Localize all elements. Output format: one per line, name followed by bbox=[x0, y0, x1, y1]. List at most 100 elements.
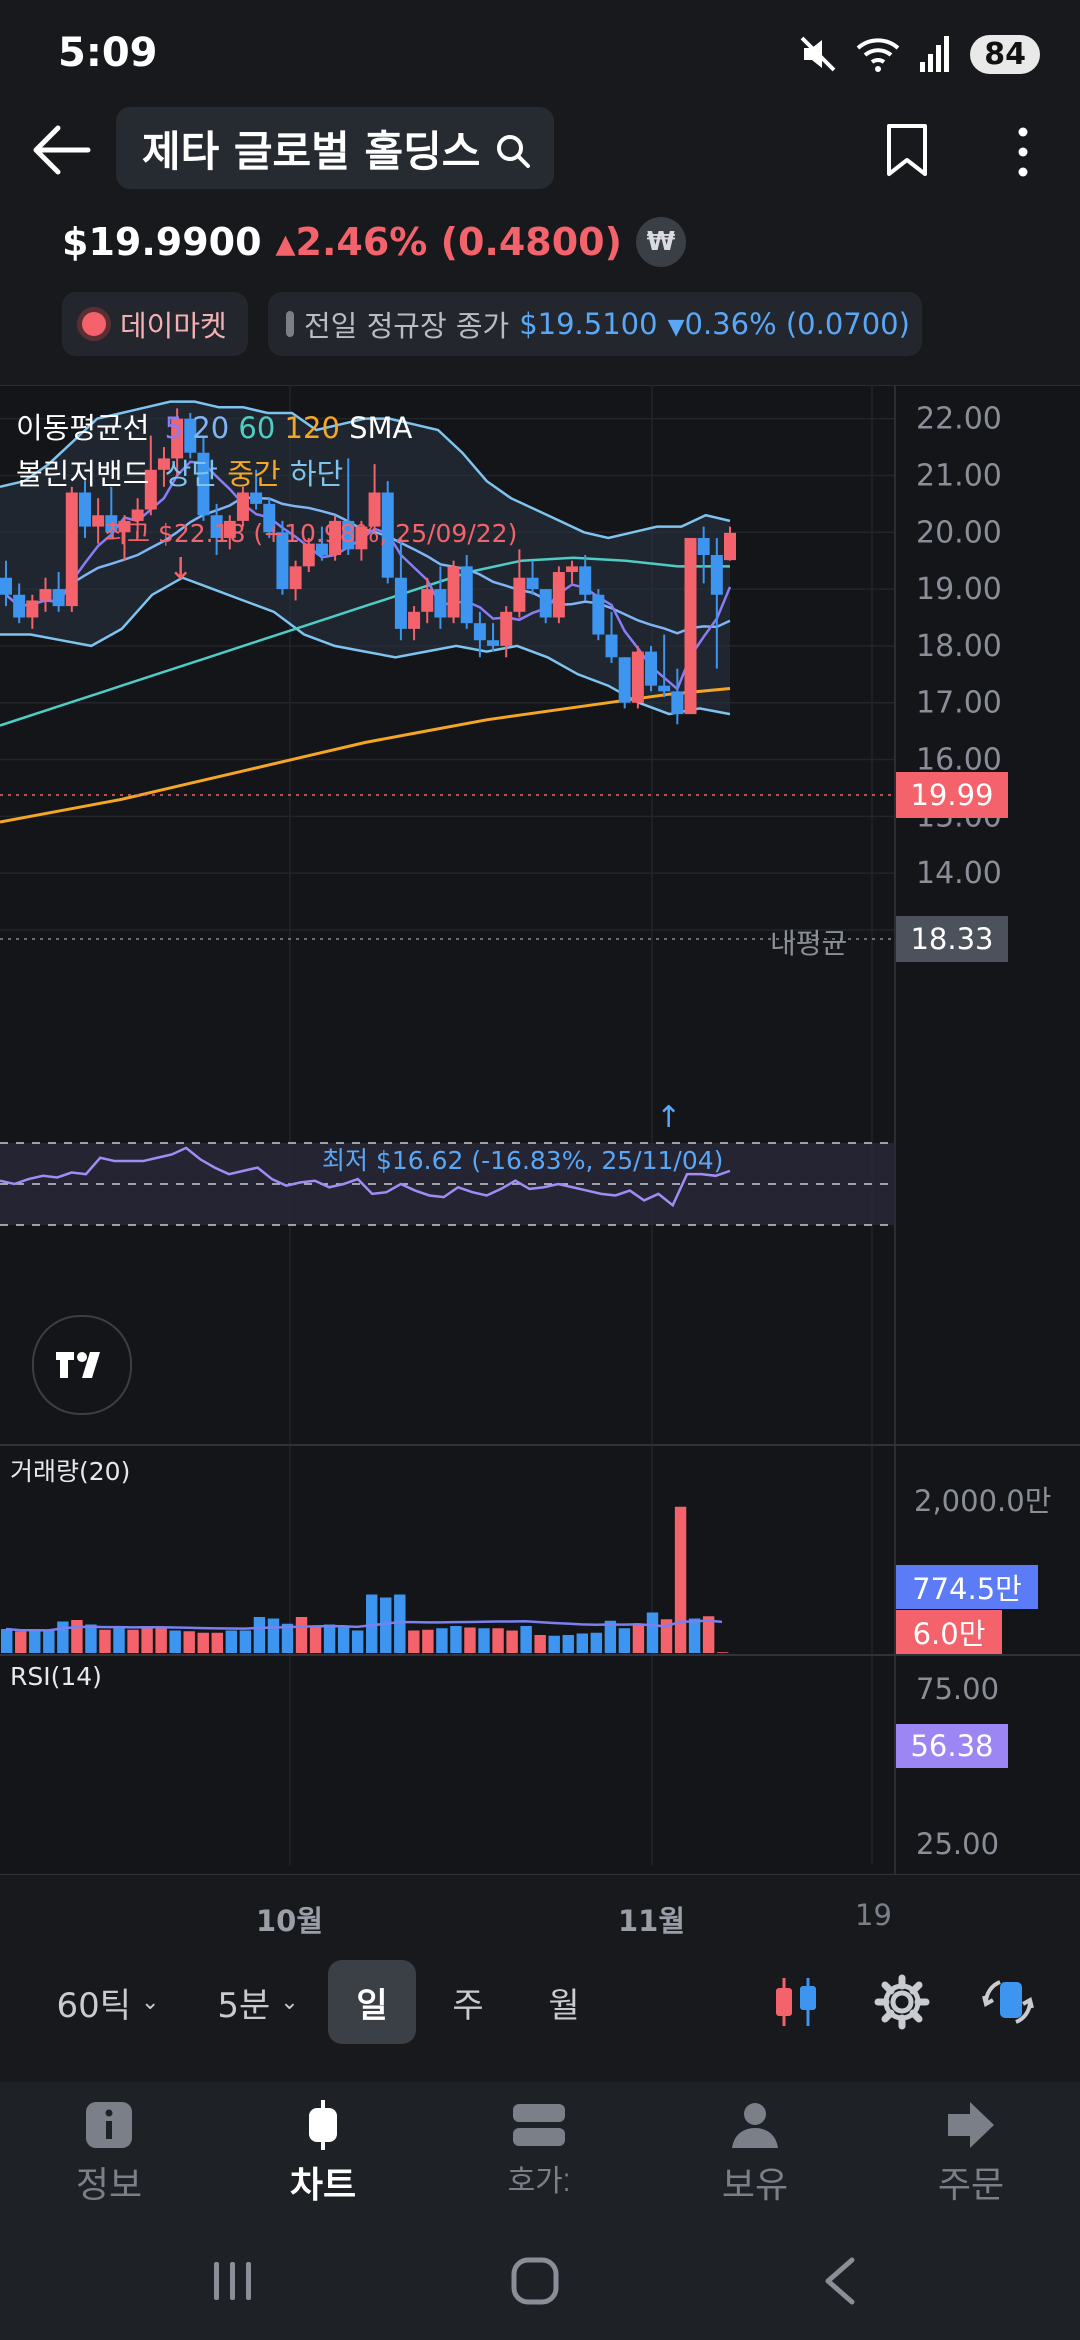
search-icon[interactable] bbox=[494, 132, 532, 170]
candle bbox=[500, 606, 513, 658]
tab-60tick[interactable]: 60틱 ⌄ bbox=[56, 1985, 160, 2026]
chart-candle-icon bbox=[309, 2100, 337, 2150]
system-nav-bar bbox=[0, 2232, 1080, 2340]
settings-gear-icon[interactable] bbox=[874, 1974, 930, 2030]
volume-bar bbox=[113, 1626, 125, 1653]
volume-bar bbox=[380, 1597, 392, 1653]
ma5-period: 5 bbox=[164, 411, 184, 445]
volume-bar bbox=[436, 1628, 448, 1653]
candle bbox=[39, 577, 52, 612]
candle bbox=[460, 555, 473, 629]
bollinger-lower-line bbox=[0, 576, 731, 716]
candle bbox=[52, 572, 65, 612]
back-arrow-icon[interactable] bbox=[28, 122, 92, 178]
mute-icon bbox=[800, 36, 836, 72]
nav-chart[interactable]: 차트 bbox=[258, 2100, 388, 2208]
volume-bar bbox=[702, 1616, 715, 1653]
tab-month[interactable]: 월 bbox=[548, 1985, 580, 2026]
tab-day[interactable]: 일 bbox=[328, 1960, 416, 2044]
volume-bar bbox=[408, 1630, 420, 1653]
candle bbox=[0, 560, 12, 607]
candle bbox=[658, 634, 671, 698]
candle bbox=[250, 469, 263, 510]
ma60-line bbox=[0, 556, 730, 727]
chevron-down-icon: ⌄ bbox=[280, 1989, 299, 2015]
ma-type: SMA bbox=[349, 411, 413, 445]
person-icon bbox=[732, 2103, 778, 2148]
volume-bar bbox=[211, 1632, 223, 1653]
nav-order[interactable]: 주문 bbox=[906, 2100, 1036, 2208]
volume-bar bbox=[1, 1629, 13, 1653]
candle bbox=[263, 498, 276, 538]
volume-bar bbox=[281, 1623, 294, 1653]
volume-bar bbox=[323, 1624, 336, 1653]
signal-icon bbox=[920, 36, 950, 72]
nav-info[interactable]: 정보 bbox=[44, 2100, 174, 2208]
candle bbox=[157, 447, 170, 487]
price-axis-tick: 18.00 bbox=[916, 629, 1002, 664]
volume-bar bbox=[632, 1623, 645, 1653]
current-price: $19.9900 bbox=[62, 220, 262, 264]
tradingview-logo[interactable] bbox=[32, 1315, 132, 1415]
candle bbox=[144, 435, 157, 516]
volume-axis-max: 2,000.0만 bbox=[914, 1484, 1052, 1518]
volume-bar bbox=[716, 1652, 729, 1653]
candle bbox=[342, 458, 355, 555]
arrow-right-icon bbox=[948, 2102, 994, 2148]
bb-legend[interactable]: 볼린저밴드 상단 중간 하단 bbox=[16, 451, 343, 493]
back-nav-icon[interactable] bbox=[820, 2256, 860, 2306]
volume-bar bbox=[197, 1632, 209, 1653]
tradingview-icon bbox=[56, 1352, 100, 1378]
volume-bar bbox=[604, 1620, 617, 1653]
status-time: 5:09 bbox=[58, 30, 158, 76]
daymarket-chip[interactable]: 데이마켓 bbox=[62, 292, 248, 356]
tab-week[interactable]: 주 bbox=[452, 1985, 484, 2026]
rotate-screen-icon[interactable] bbox=[978, 1972, 1038, 2032]
candle bbox=[368, 464, 381, 533]
bb-label: 볼린저밴드 bbox=[16, 457, 150, 491]
candle bbox=[618, 657, 631, 709]
volume-bar bbox=[309, 1626, 322, 1653]
ma20-period: 20 bbox=[192, 411, 230, 445]
chevron-down-icon: ⌄ bbox=[141, 1989, 160, 2015]
candle-type-icon[interactable] bbox=[770, 1974, 822, 2030]
x-tick-19: 19 bbox=[855, 1898, 892, 1932]
price-chart[interactable]: 24.0023.0022.0021.0020.0019.0018.0017.00… bbox=[0, 385, 1080, 1875]
bookmark-icon[interactable] bbox=[884, 122, 930, 178]
prev-close-chip[interactable]: 전일 정규장 종가 $19.5100 ▼0.36% (0.0700) bbox=[268, 292, 922, 356]
more-menu-icon[interactable] bbox=[1008, 124, 1038, 180]
high-annotation: 최고 $22.18 (+10.98%, 25/09/22) bbox=[104, 519, 518, 548]
volume-bar bbox=[646, 1612, 659, 1653]
volume-ma-line bbox=[5, 1619, 723, 1632]
candle bbox=[539, 589, 552, 624]
candle bbox=[697, 526, 710, 584]
candle bbox=[118, 515, 131, 561]
candle bbox=[447, 560, 460, 624]
nav-orderbook[interactable]: 호가⁚ bbox=[474, 2100, 604, 2200]
candle bbox=[355, 520, 368, 561]
volume-bar bbox=[562, 1635, 574, 1653]
candle bbox=[276, 520, 289, 595]
ma120-line bbox=[0, 687, 731, 824]
ma-legend[interactable]: 이동평균선 5 20 60 120 SMA bbox=[16, 405, 412, 447]
recent-apps-icon[interactable] bbox=[210, 2258, 256, 2304]
volume-bar bbox=[394, 1594, 406, 1653]
nav-holdings[interactable]: 보유 bbox=[690, 2100, 820, 2208]
candle bbox=[329, 515, 342, 561]
stock-search-box[interactable] bbox=[116, 107, 554, 189]
volume-bar bbox=[351, 1630, 364, 1653]
ma120-period: 120 bbox=[284, 411, 340, 445]
candle bbox=[526, 560, 539, 595]
candle bbox=[131, 498, 144, 538]
live-dot-icon bbox=[82, 312, 106, 336]
rsi-axis-high: 75.00 bbox=[916, 1672, 1000, 1706]
candle bbox=[645, 645, 658, 692]
home-icon[interactable] bbox=[510, 2256, 560, 2306]
volume-bar bbox=[183, 1631, 195, 1653]
ma-label: 이동평균선 bbox=[16, 411, 150, 445]
candle bbox=[592, 589, 605, 641]
tab-5min[interactable]: 5분 ⌄ bbox=[217, 1985, 299, 2026]
currency-toggle[interactable]: ₩ bbox=[635, 217, 686, 267]
wifi-icon bbox=[856, 38, 900, 72]
volume-bar bbox=[506, 1630, 518, 1653]
